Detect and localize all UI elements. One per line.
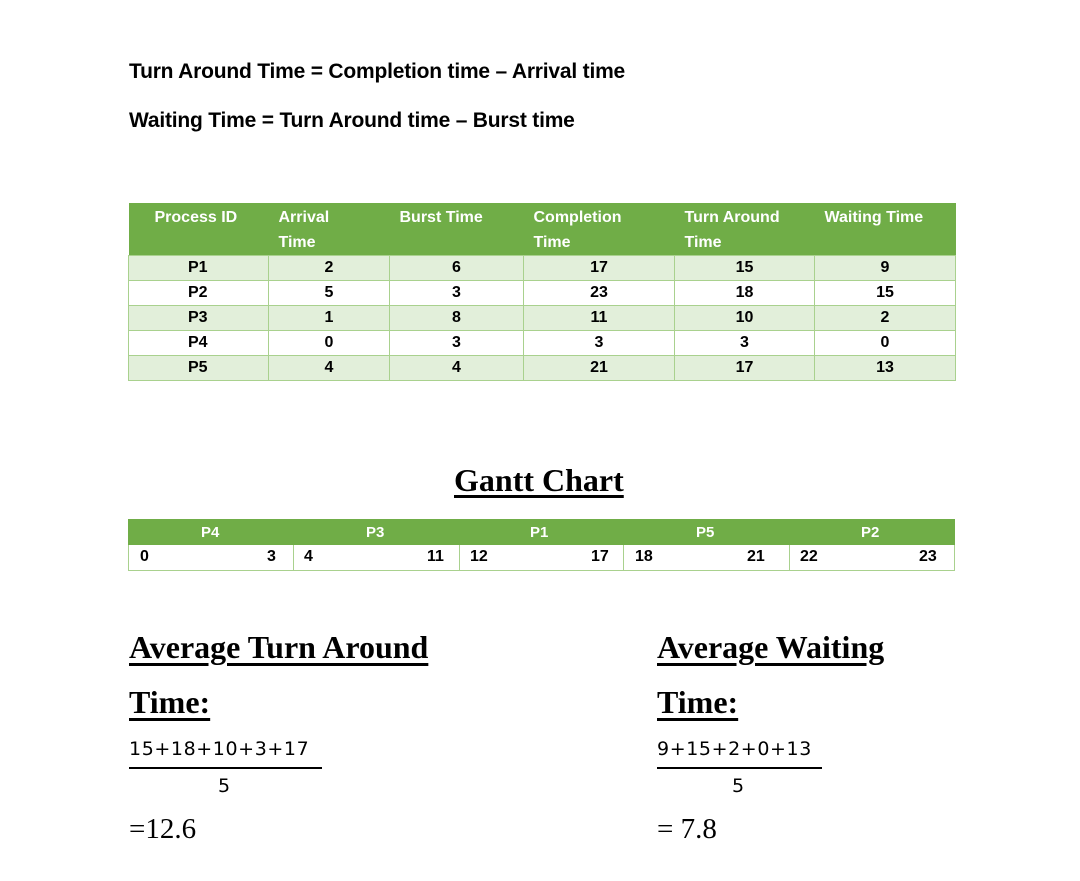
- avg-turnaround-title: Average Turn Around Time:: [129, 629, 429, 720]
- cell-completion: 11: [523, 305, 675, 331]
- avg-waiting-title: Average Waiting Time:: [657, 629, 885, 720]
- table-row: P4 0 3 3 3 0: [128, 330, 956, 356]
- header-turnaround-time: Turn Around Time: [674, 203, 815, 256]
- gantt-process-label: P3: [366, 524, 385, 541]
- gantt-time-label: 11: [427, 548, 444, 565]
- gantt-time-label: 3: [267, 548, 276, 565]
- gantt-process-label: P1: [530, 524, 549, 541]
- cell-arrival: 0: [268, 330, 390, 356]
- header-burst-time: Burst Time: [389, 203, 524, 256]
- cell-arrival: 2: [268, 255, 390, 281]
- avg-waiting-result: = 7.8: [657, 813, 717, 845]
- gantt-time-label: 12: [470, 548, 488, 565]
- cell-burst: 3: [389, 330, 524, 356]
- cell-completion: 23: [523, 280, 675, 306]
- avg-turnaround-result: =12.6: [129, 813, 197, 845]
- gantt-time-label: 17: [591, 548, 609, 565]
- cell-completion: 21: [523, 355, 675, 381]
- gantt-time-label: 4: [304, 548, 313, 565]
- cell-completion: 3: [523, 330, 675, 356]
- gantt-process-label: P2: [861, 524, 880, 541]
- waiting-formula: Waiting Time = Turn Around time – Burst …: [129, 109, 575, 132]
- gantt-time-label: 23: [919, 548, 937, 565]
- gantt-process-label: P4: [201, 524, 220, 541]
- cell-process-id: P1: [128, 255, 269, 281]
- cell-waiting: 13: [814, 355, 956, 381]
- header-completion-time: Completion Time: [523, 203, 675, 256]
- gantt-divider: [789, 545, 790, 570]
- header-arrival-time: Arrival Time: [268, 203, 390, 256]
- cell-turnaround: 15: [674, 255, 815, 281]
- gantt-divider: [459, 545, 460, 570]
- cell-waiting: 15: [814, 280, 956, 306]
- gantt-process-label: P5: [696, 524, 715, 541]
- cell-waiting: 0: [814, 330, 956, 356]
- cell-waiting: 2: [814, 305, 956, 331]
- turnaround-formula: Turn Around Time = Completion time – Arr…: [129, 60, 626, 83]
- cell-turnaround: 17: [674, 355, 815, 381]
- cell-burst: 3: [389, 280, 524, 306]
- gantt-time-label: 0: [140, 548, 149, 565]
- cell-turnaround: 3: [674, 330, 815, 356]
- header-process-id: Process ID: [128, 203, 269, 256]
- avg-waiting-denominator: 5: [732, 775, 745, 797]
- gantt-time-row: 0 3 4 11 12 17 18 21 22 23: [128, 545, 955, 571]
- cell-turnaround: 18: [674, 280, 815, 306]
- cell-arrival: 5: [268, 280, 390, 306]
- table-row: P3 1 8 11 10 2: [128, 305, 956, 331]
- process-table: Process ID Arrival Time Burst Time Comple…: [128, 203, 956, 381]
- table-row: P5 4 4 21 17 13: [128, 355, 956, 381]
- cell-process-id: P5: [128, 355, 269, 381]
- table-row: P1 2 6 17 15 9: [128, 255, 956, 281]
- table-header-row: Process ID Arrival Time Burst Time Comple…: [128, 203, 956, 256]
- cell-burst: 4: [389, 355, 524, 381]
- cell-waiting: 9: [814, 255, 956, 281]
- cell-arrival: 4: [268, 355, 390, 381]
- table-row: P2 5 3 23 18 15: [128, 280, 956, 306]
- cell-completion: 17: [523, 255, 675, 281]
- cell-process-id: P3: [128, 305, 269, 331]
- cell-turnaround: 10: [674, 305, 815, 331]
- gantt-chart: P4 P3 P1 P5 P2 0 3 4 11 12 17 18 21 22 2…: [128, 519, 955, 571]
- cell-arrival: 1: [268, 305, 390, 331]
- cell-process-id: P4: [128, 330, 269, 356]
- gantt-time-label: 18: [635, 548, 653, 565]
- avg-waiting-fraction-line: [657, 767, 822, 769]
- avg-turnaround-fraction-line: [129, 767, 322, 769]
- gantt-time-label: 22: [800, 548, 818, 565]
- gantt-divider: [293, 545, 294, 570]
- gantt-time-label: 21: [747, 548, 765, 565]
- gantt-process-bar: P4 P3 P1 P5 P2: [128, 519, 955, 545]
- avg-turnaround-numerator: 15+18+10+3+17: [129, 738, 310, 760]
- gantt-chart-title: Gantt Chart: [454, 462, 624, 498]
- gantt-divider: [623, 545, 624, 570]
- cell-burst: 6: [389, 255, 524, 281]
- header-waiting-time: Waiting Time: [814, 203, 956, 256]
- avg-turnaround-denominator: 5: [218, 775, 231, 797]
- avg-waiting-numerator: 9+15+2+0+13: [657, 738, 812, 760]
- cell-process-id: P2: [128, 280, 269, 306]
- cell-burst: 8: [389, 305, 524, 331]
